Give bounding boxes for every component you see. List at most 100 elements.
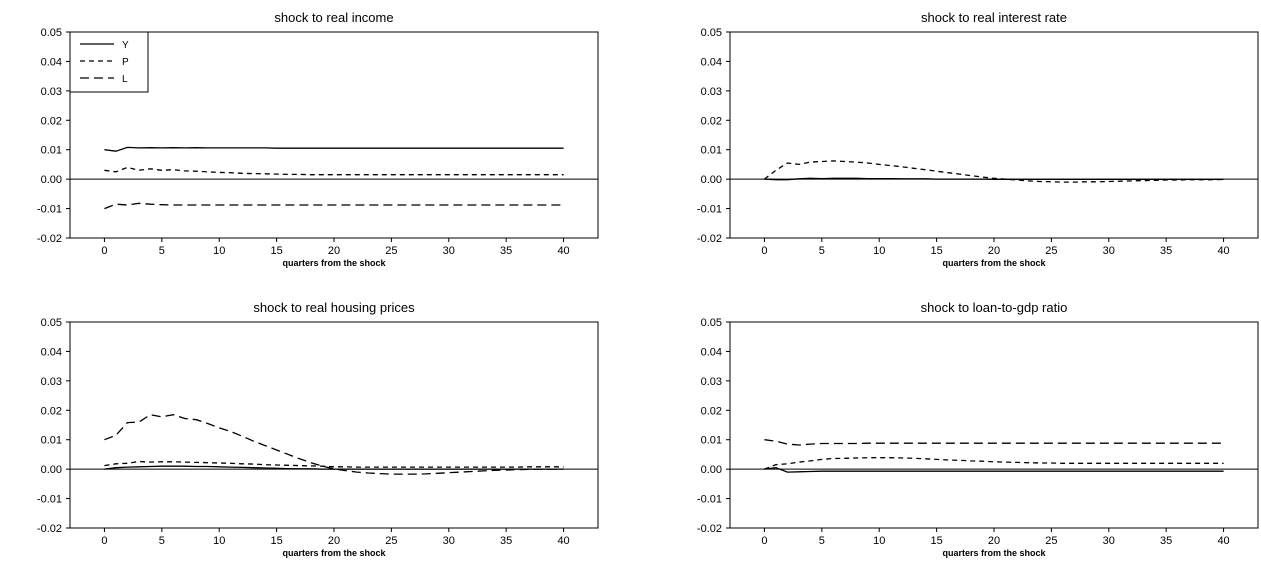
- chart-panel-real-housing-prices: shock to real housing prices -0.02 -0.01 0.…: [0, 290, 600, 580]
- x-tick-label: 20: [328, 535, 340, 547]
- x-tick-label: 5: [159, 245, 165, 257]
- series-line-p: [764, 457, 1224, 470]
- x-tick-label: 15: [270, 245, 282, 257]
- x-tick-label: 30: [443, 245, 455, 257]
- plot-frame: [69, 31, 599, 239]
- y-tick-label: 0.02: [701, 115, 722, 127]
- series-line-y: [764, 467, 1224, 473]
- chart-panel-real-income: shock to real income -0.02 -0.01 0.00 0.01 0.…: [0, 0, 600, 290]
- x-tick-label: 25: [1045, 535, 1057, 547]
- chart-title: shock to loan-to-gdp ratio: [921, 300, 1068, 315]
- x-tick-label: 10: [213, 535, 225, 547]
- x-tick-label: 30: [443, 535, 455, 547]
- x-tick-label: 35: [500, 535, 512, 547]
- y-tick-label: 0.01: [701, 145, 722, 157]
- series-line-p: [104, 460, 564, 468]
- y-tick-label: 0.04: [701, 346, 722, 358]
- series-line-l: [104, 414, 564, 475]
- plot-frame: [729, 31, 1259, 239]
- x-tick-label: 35: [500, 245, 512, 257]
- chart-title: shock to real income: [274, 10, 393, 25]
- chart-panel-loan-to-gdp-ratio: shock to loan-to-gdp ratio -0.02 -0.01 0.00…: [660, 290, 1260, 580]
- y-tick-label: 0.04: [41, 346, 62, 358]
- y-tick-label: 0.04: [41, 56, 62, 68]
- series-line-p: [764, 160, 1224, 183]
- y-tick-label: 0.02: [41, 405, 62, 417]
- x-tick-label: 35: [1160, 535, 1172, 547]
- y-tick-label: -0.02: [697, 523, 722, 535]
- chart-svg: shock to loan-to-gdp ratio -0.02 -0.01 0.00…: [697, 300, 1259, 558]
- x-tick-label: 40: [1217, 535, 1229, 547]
- y-tick-label: 0.02: [701, 405, 722, 417]
- chart-svg: shock to real income -0.02 -0.01 0.00 0.01 0.…: [37, 10, 599, 268]
- series-line-p: [104, 166, 564, 176]
- y-tick-label: 0.00: [701, 174, 722, 186]
- series-line-l: [764, 439, 1224, 446]
- x-tick-label: 25: [385, 535, 397, 547]
- x-tick-label: 5: [819, 245, 825, 257]
- x-tick-label: 20: [988, 535, 1000, 547]
- x-tick-label: 35: [1160, 245, 1172, 257]
- y-tick-label: -0.02: [37, 233, 62, 245]
- y-tick-label: -0.01: [37, 204, 62, 216]
- y-tick-label: 0.02: [41, 115, 62, 127]
- y-tick-label: -0.01: [697, 494, 722, 506]
- x-tick-label: 30: [1103, 535, 1115, 547]
- x-tick-label: 30: [1103, 245, 1115, 257]
- x-tick-label: 10: [213, 245, 225, 257]
- series-line-y: [104, 146, 564, 152]
- chart-panel-real-interest-rate: shock to real interest rate -0.02 -0.01 0.0…: [660, 0, 1260, 290]
- x-tick-label: 15: [930, 245, 942, 257]
- legend-label-y: Y: [122, 40, 129, 51]
- y-tick-label: 0.04: [701, 56, 722, 68]
- chart-svg: shock to real housing prices -0.02 -0.01 0.…: [37, 300, 599, 558]
- y-tick-label: 0.05: [701, 27, 722, 39]
- x-axis-label: quarters from the shock: [942, 258, 1046, 268]
- y-tick-label: 0.00: [41, 174, 62, 186]
- y-tick-label: 0.03: [41, 376, 62, 388]
- y-tick-label: 0.01: [701, 435, 722, 447]
- y-tick-label: 0.00: [701, 464, 722, 476]
- x-tick-label: 10: [873, 245, 885, 257]
- series-line-y: [104, 465, 564, 470]
- x-tick-label: 25: [1045, 245, 1057, 257]
- x-axis-label: quarters from the shock: [282, 548, 386, 558]
- x-tick-label: 5: [159, 535, 165, 547]
- y-tick-label: 0.01: [41, 435, 62, 447]
- x-tick-label: 5: [819, 535, 825, 547]
- y-tick-label: 0.00: [41, 464, 62, 476]
- plot-frame: [729, 321, 1259, 529]
- x-tick-label: 0: [101, 535, 107, 547]
- x-tick-label: 40: [1217, 245, 1229, 257]
- plot-frame: [69, 321, 599, 529]
- series-line-l: [104, 202, 564, 210]
- x-tick-label: 0: [101, 245, 107, 257]
- x-tick-label: 20: [988, 245, 1000, 257]
- y-tick-label: 0.05: [41, 317, 62, 329]
- x-tick-label: 10: [873, 535, 885, 547]
- y-tick-label: 0.03: [701, 376, 722, 388]
- y-tick-label: -0.02: [37, 523, 62, 535]
- x-tick-label: 40: [557, 245, 569, 257]
- chart-title: shock to real housing prices: [253, 300, 415, 315]
- legend-label-l: L: [122, 74, 128, 85]
- x-tick-label: 15: [930, 535, 942, 547]
- x-tick-label: 0: [761, 535, 767, 547]
- chart-svg: shock to real interest rate -0.02 -0.01 0.0…: [697, 10, 1259, 268]
- chart-title: shock to real interest rate: [921, 10, 1067, 25]
- legend-box: [69, 31, 149, 93]
- y-tick-label: 0.03: [701, 86, 722, 98]
- x-tick-label: 0: [761, 245, 767, 257]
- y-tick-label: 0.05: [41, 27, 62, 39]
- y-tick-label: -0.01: [37, 494, 62, 506]
- legend-label-p: P: [122, 57, 129, 68]
- y-tick-label: -0.01: [697, 204, 722, 216]
- series-line-y: [764, 177, 1224, 181]
- x-tick-label: 25: [385, 245, 397, 257]
- y-tick-label: 0.03: [41, 86, 62, 98]
- y-tick-label: 0.05: [701, 317, 722, 329]
- x-axis-label: quarters from the shock: [942, 548, 1046, 558]
- x-tick-label: 20: [328, 245, 340, 257]
- x-axis-label: quarters from the shock: [282, 258, 386, 268]
- x-tick-label: 40: [557, 535, 569, 547]
